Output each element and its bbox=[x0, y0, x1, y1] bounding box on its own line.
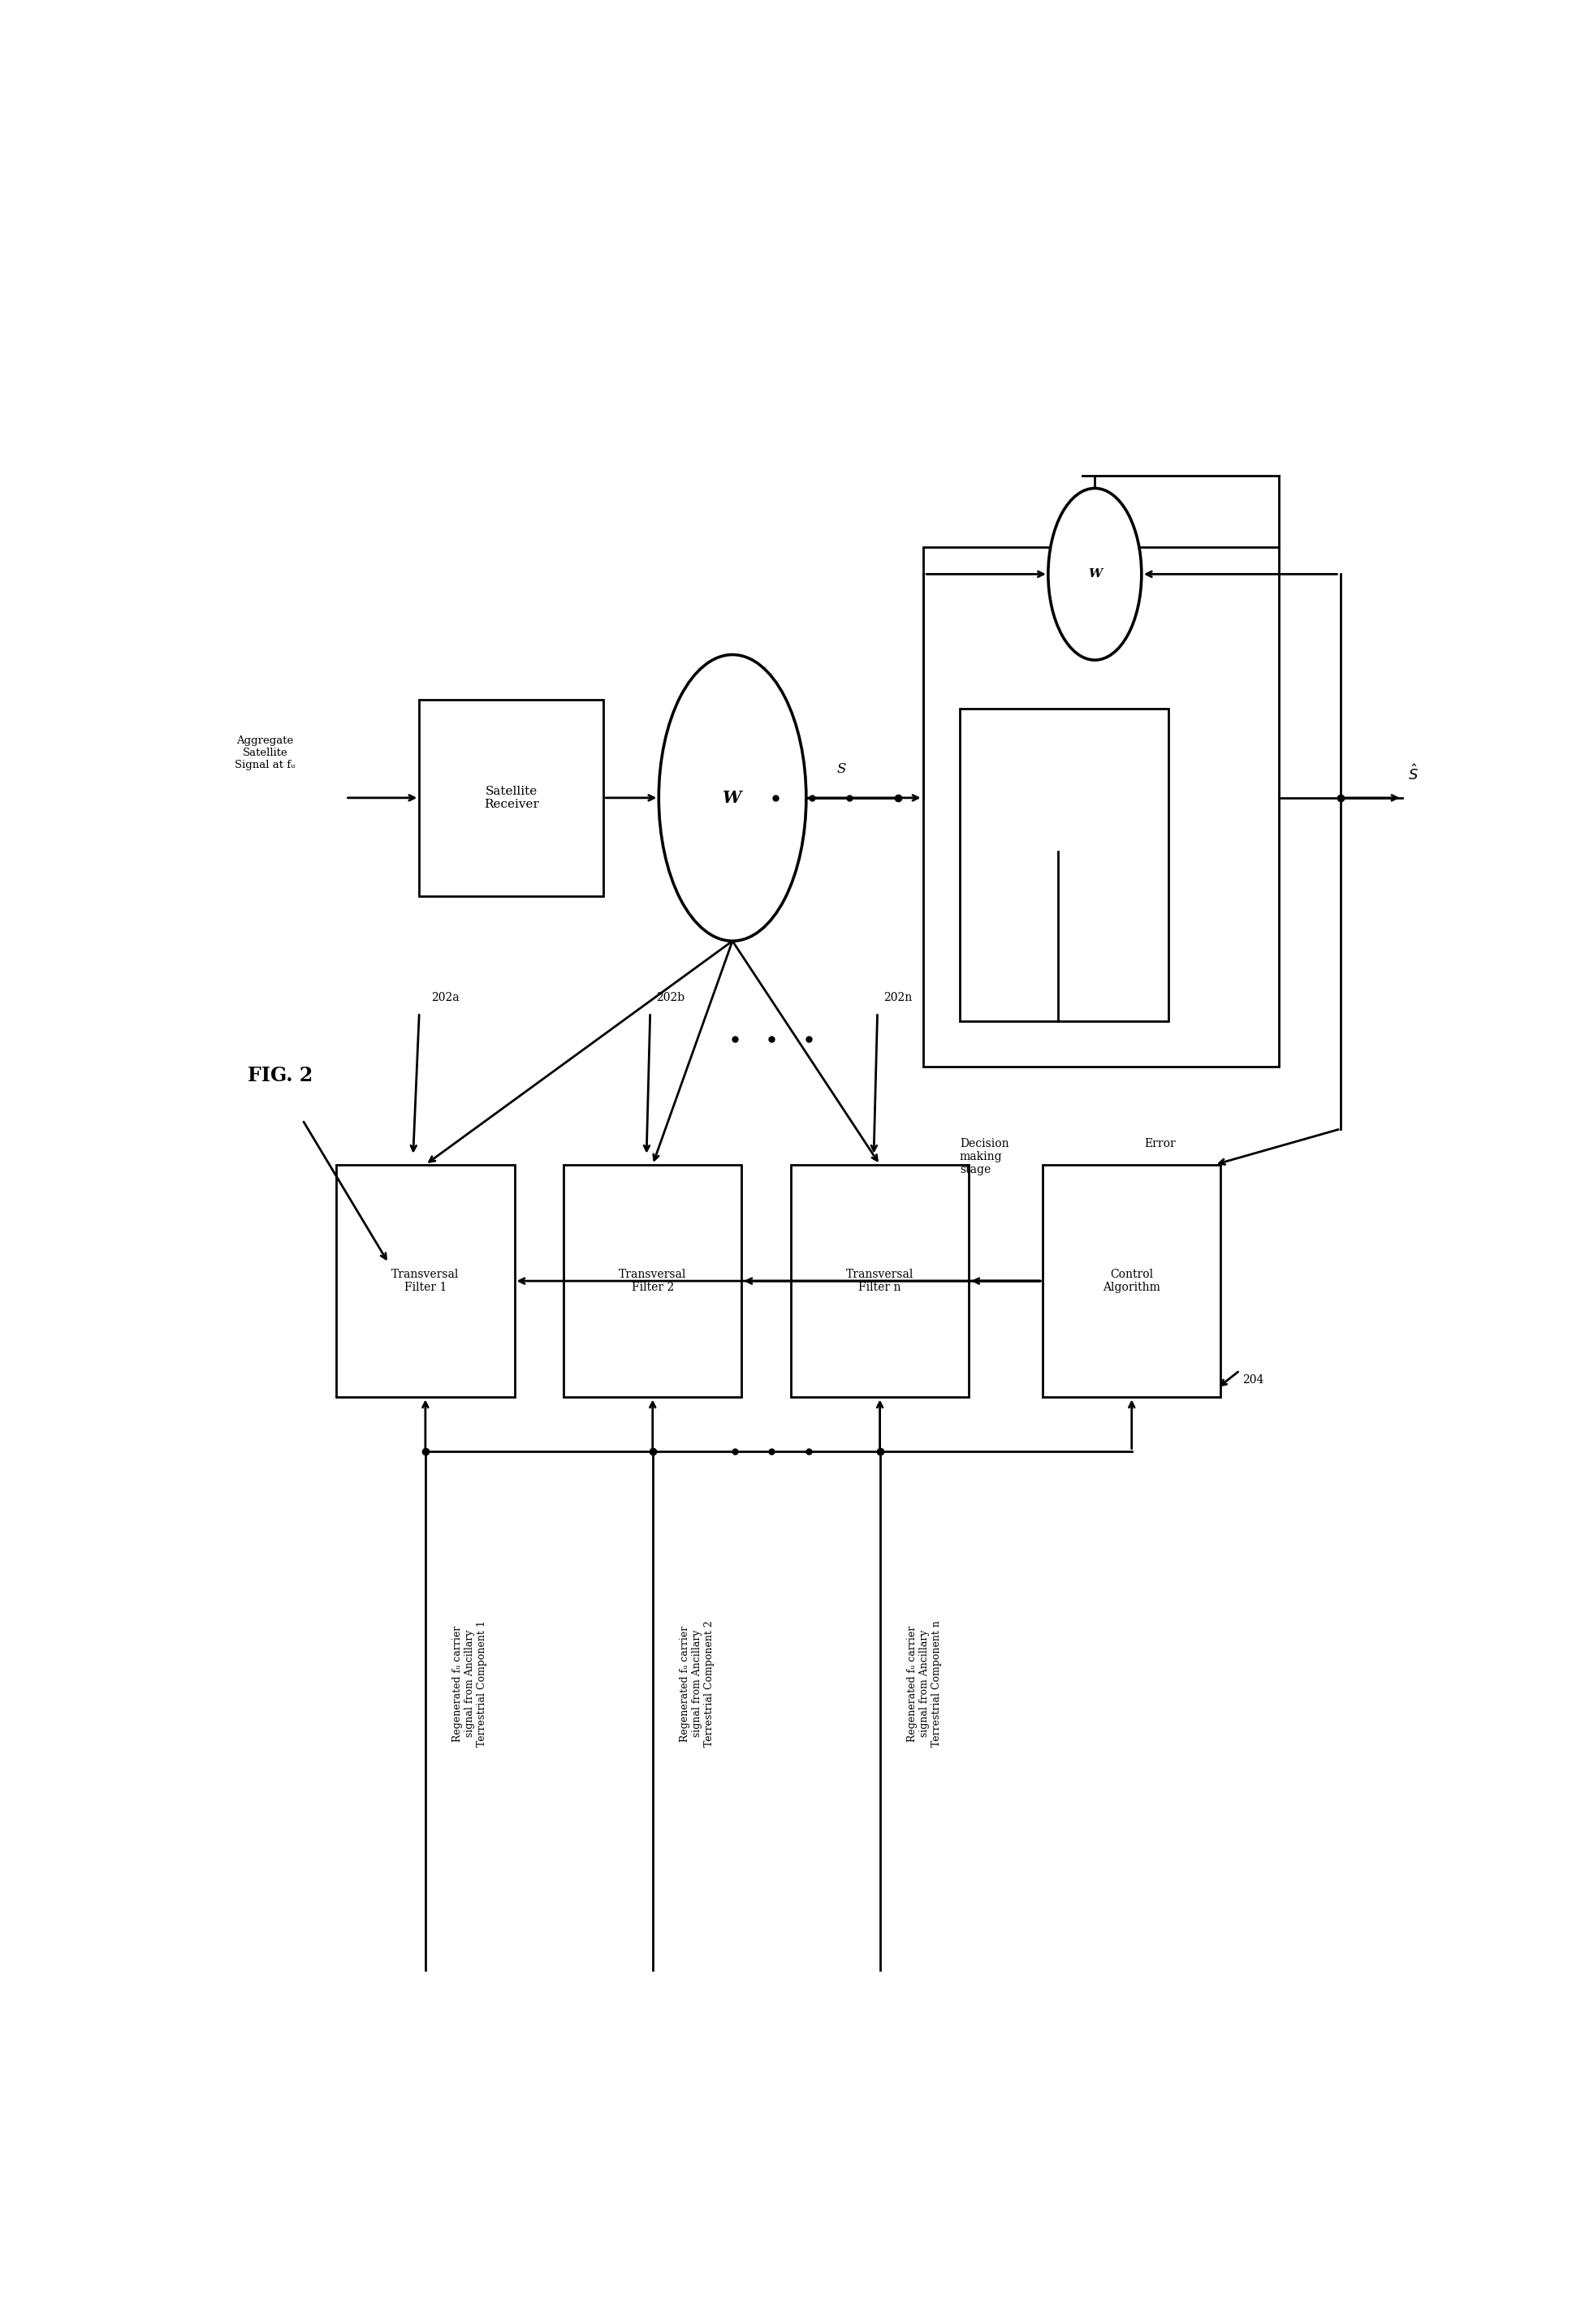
Text: Transversal
Filter 2: Transversal Filter 2 bbox=[618, 1269, 686, 1292]
Text: 202n: 202n bbox=[883, 992, 913, 1004]
Text: 202a: 202a bbox=[431, 992, 460, 1004]
Text: S: S bbox=[837, 762, 846, 776]
Text: Regenerated fᵤ carrier
signal from Ancillary
Terrestrial Component n: Regenerated fᵤ carrier signal from Ancil… bbox=[907, 1620, 941, 1748]
Text: 204: 204 bbox=[1243, 1373, 1263, 1385]
Bar bbox=[791, 1164, 968, 1397]
Bar bbox=[336, 1164, 515, 1397]
Ellipse shape bbox=[1048, 488, 1141, 660]
Text: Regenerated fᵤ carrier
signal from Ancillary
Terrestrial Component 2: Regenerated fᵤ carrier signal from Ancil… bbox=[680, 1620, 715, 1748]
Ellipse shape bbox=[659, 655, 807, 941]
Text: Regenerated fᵤ carrier
signal from Ancillary
Terrestrial Component 1: Regenerated fᵤ carrier signal from Ancil… bbox=[452, 1620, 487, 1748]
Text: $\hat{S}$: $\hat{S}$ bbox=[1407, 765, 1419, 783]
Text: Aggregate
Satellite
Signal at fᵤ: Aggregate Satellite Signal at fᵤ bbox=[235, 737, 295, 772]
Text: Transversal
Filter n: Transversal Filter n bbox=[846, 1269, 913, 1292]
Text: Satellite
Receiver: Satellite Receiver bbox=[483, 786, 539, 811]
Bar bbox=[418, 700, 604, 897]
Bar bbox=[564, 1164, 742, 1397]
Text: Decision
making
stage: Decision making stage bbox=[961, 1139, 1010, 1176]
Bar bbox=[922, 548, 1279, 1067]
Bar bbox=[1043, 1164, 1220, 1397]
Text: W: W bbox=[1087, 569, 1102, 579]
Text: W: W bbox=[723, 790, 742, 806]
Text: 202b: 202b bbox=[656, 992, 685, 1004]
Text: Transversal
Filter 1: Transversal Filter 1 bbox=[391, 1269, 460, 1292]
Bar bbox=[961, 709, 1168, 1023]
Text: Control
Algorithm: Control Algorithm bbox=[1103, 1269, 1160, 1292]
Text: Error: Error bbox=[1144, 1139, 1176, 1148]
Text: FIG. 2: FIG. 2 bbox=[247, 1064, 312, 1085]
